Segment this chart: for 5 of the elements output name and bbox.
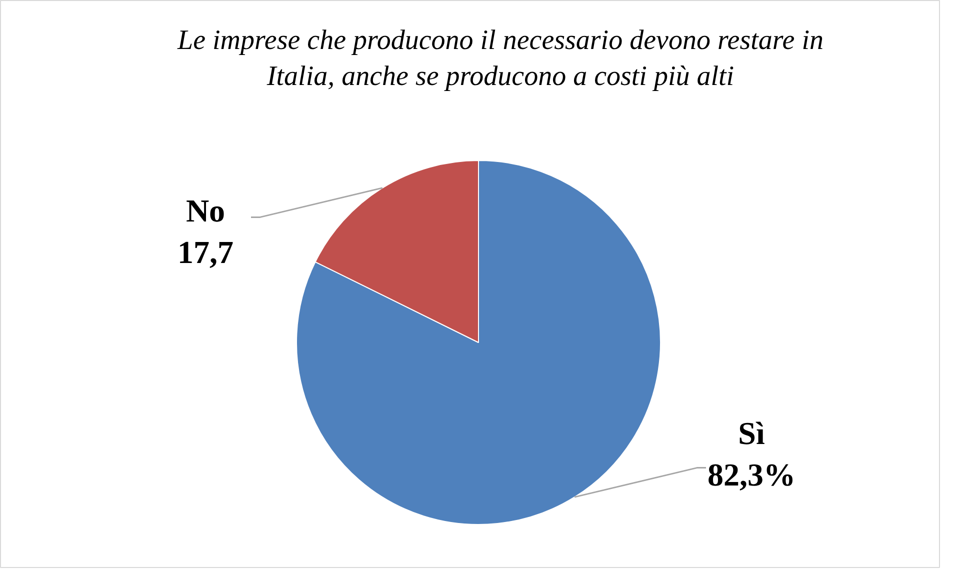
data-label: 82,3% [708, 456, 796, 492]
slice-label: Sì [738, 415, 765, 452]
chart-title: Le imprese che producono il necessario devono restare in Italia, anche se producono a costi più alti [176, 25, 824, 92]
slice-label: No [186, 192, 226, 228]
data-label: 17,7 [178, 234, 234, 270]
